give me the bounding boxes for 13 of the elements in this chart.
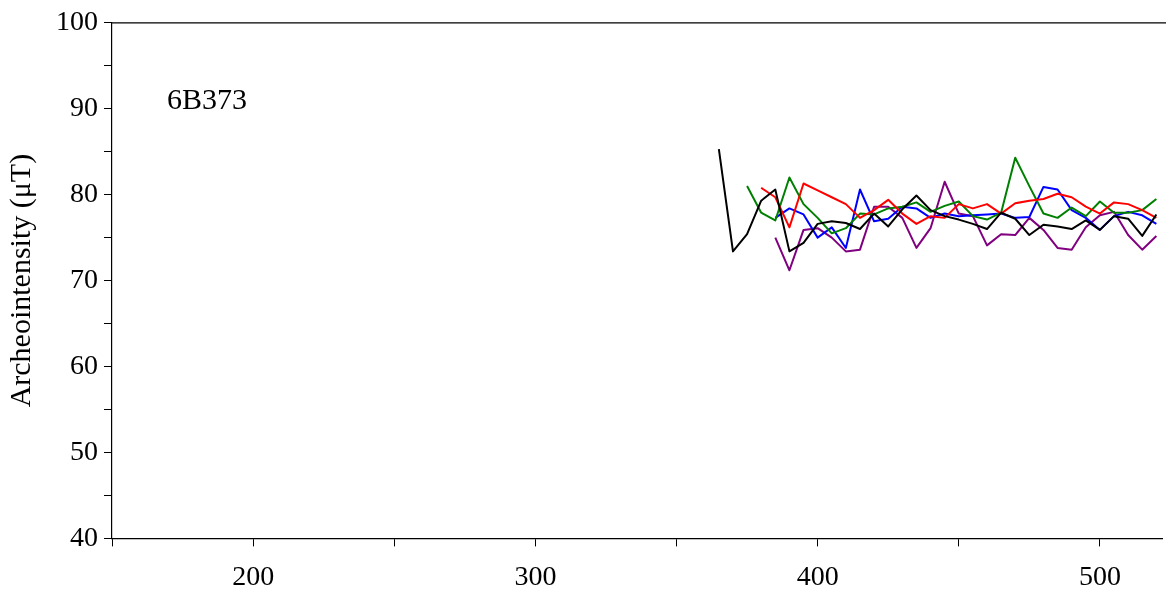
y-tick-label: 60 xyxy=(70,348,98,380)
x-tick-label: 300 xyxy=(514,559,557,591)
x-tick-label: 500 xyxy=(1078,559,1121,591)
y-tick-label: 80 xyxy=(70,177,98,209)
y-tick-label: 40 xyxy=(70,520,98,552)
y-tick-label: 50 xyxy=(70,434,98,466)
x-tick-label: 400 xyxy=(796,559,839,591)
annotation: 6B373 xyxy=(167,81,248,115)
y-axis-title: Archeointensity (μT) xyxy=(2,153,37,408)
y-tick-label: 70 xyxy=(70,262,98,294)
y-tick-label: 100 xyxy=(56,5,98,37)
y-tick-label: 90 xyxy=(70,91,98,123)
x-tick-label: 200 xyxy=(232,559,275,591)
